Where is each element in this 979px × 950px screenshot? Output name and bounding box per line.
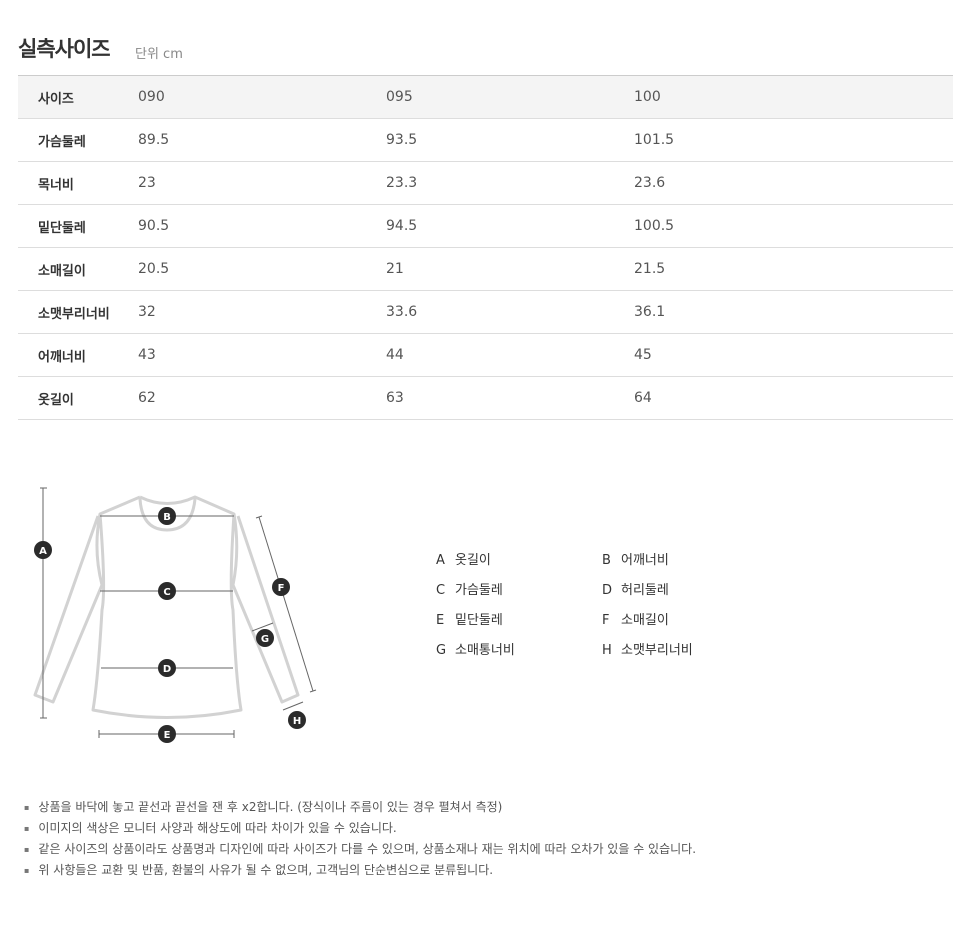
- svg-text:C: C: [163, 587, 170, 598]
- marker-g: G: [256, 629, 274, 647]
- legend-label: 소맷부리너비: [621, 643, 693, 658]
- garment-diagram: A B C D E F G H: [33, 487, 317, 743]
- marker-e: E: [158, 725, 176, 743]
- svg-text:B: B: [163, 512, 171, 523]
- header-size: 090: [138, 89, 165, 105]
- row-value: 100.5: [634, 218, 675, 234]
- svg-text:G: G: [261, 634, 269, 645]
- svg-text:D: D: [163, 664, 171, 675]
- row-value: 62: [138, 390, 156, 406]
- svg-text:A: A: [39, 546, 47, 557]
- note-item: 이미지의 색상은 모니터 사양과 해상도에 따라 차이가 있을 수 있습니다.: [24, 818, 696, 839]
- svg-text:E: E: [164, 730, 171, 741]
- legend-label: 허리둘레: [621, 583, 669, 598]
- marker-f: F: [272, 578, 290, 596]
- legend-item: C 가슴둘레: [436, 579, 503, 598]
- table-header-row: 사이즈 090 095 100: [18, 75, 953, 119]
- legend-label: 어깨너비: [621, 553, 669, 568]
- notes-list: 상품을 바닥에 놓고 끝선과 끝선을 잰 후 x2합니다. (장식이나 주름이 …: [24, 797, 696, 881]
- marker-a: A: [34, 541, 52, 559]
- row-value: 64: [634, 390, 652, 406]
- legend-key: A: [436, 553, 445, 568]
- legend-label: 소매통너비: [455, 643, 515, 658]
- row-value: 20.5: [138, 261, 170, 277]
- header-label: 사이즈: [38, 91, 74, 107]
- row-value: 43: [138, 347, 156, 363]
- row-label: 소매길이: [38, 263, 86, 279]
- row-value: 44: [386, 347, 404, 363]
- note-item: 상품을 바닥에 놓고 끝선과 끝선을 잰 후 x2합니다. (장식이나 주름이 …: [24, 797, 696, 818]
- row-value: 45: [634, 347, 652, 363]
- marker-h: H: [288, 711, 306, 729]
- legend-key: G: [436, 643, 447, 658]
- page-title: 실측사이즈: [18, 37, 111, 61]
- row-label: 어깨너비: [38, 349, 86, 365]
- marker-d: D: [158, 659, 176, 677]
- row-value: 94.5: [386, 218, 418, 234]
- size-table: 사이즈 090 095 100 가슴둘레 89.5 93.5 101.5 목너비 23 23…: [18, 75, 953, 420]
- note-item: 위 사항들은 교환 및 반품, 환불의 사유가 될 수 없으며, 고객님의 단순…: [24, 860, 696, 881]
- legend-item: H 소맷부리너비: [602, 639, 693, 658]
- row-label: 옷길이: [38, 392, 74, 408]
- row-value: 36.1: [634, 304, 666, 320]
- row-value: 63: [386, 390, 404, 406]
- row-value: 21: [386, 261, 404, 277]
- legend-label: 가슴둘레: [455, 583, 503, 598]
- legend-key: E: [436, 613, 445, 628]
- legend-item: F 소매길이: [602, 609, 669, 628]
- row-value: 90.5: [138, 218, 170, 234]
- legend-item: B 어깨너비: [602, 549, 669, 568]
- row-value: 32: [138, 304, 156, 320]
- row-value: 101.5: [634, 132, 675, 148]
- row-label: 소맷부리너비: [38, 306, 110, 322]
- table-row: 소매길이 20.5 21 21.5: [18, 248, 953, 291]
- marker-c: C: [158, 582, 176, 600]
- table-row: 옷길이 62 63 64: [18, 377, 953, 420]
- legend-item: A 옷길이: [436, 549, 491, 568]
- legend-key: B: [602, 553, 611, 568]
- legend-key: D: [602, 583, 613, 598]
- row-value: 33.6: [386, 304, 418, 320]
- legend-label: 밑단둘레: [455, 613, 503, 628]
- row-value: 23.6: [634, 175, 666, 191]
- marker-b: B: [158, 507, 176, 525]
- legend-key: H: [602, 643, 612, 658]
- row-value: 21.5: [634, 261, 666, 277]
- table-row: 밑단둘레 90.5 94.5 100.5: [18, 205, 953, 248]
- legend-item: D 허리둘레: [602, 579, 669, 598]
- row-label: 가슴둘레: [38, 134, 86, 150]
- legend-item: G 소매통너비: [436, 639, 515, 658]
- legend-label: 옷길이: [455, 553, 491, 568]
- header-size: 095: [386, 89, 413, 105]
- svg-text:F: F: [278, 583, 285, 594]
- legend-item: E 밑단둘레: [436, 609, 503, 628]
- legend-label: 소매길이: [621, 613, 669, 628]
- header-size: 100: [634, 89, 661, 105]
- row-label: 목너비: [38, 177, 74, 193]
- row-value: 23.3: [386, 175, 418, 191]
- row-value: 89.5: [138, 132, 170, 148]
- table-row: 가슴둘레 89.5 93.5 101.5: [18, 119, 953, 162]
- measure-lines: [40, 487, 317, 738]
- row-label: 밑단둘레: [38, 220, 86, 236]
- legend-key: C: [436, 583, 446, 598]
- row-value: 93.5: [386, 132, 418, 148]
- table-row: 소맷부리너비 32 33.6 36.1: [18, 291, 953, 334]
- shirt-outline: [33, 495, 300, 719]
- table-row: 목너비 23 23.3 23.6: [18, 162, 953, 205]
- table-row: 어깨너비 43 44 45: [18, 334, 953, 377]
- row-value: 23: [138, 175, 156, 191]
- unit-label: 단위 cm: [135, 47, 183, 62]
- svg-text:H: H: [293, 716, 301, 727]
- note-item: 같은 사이즈의 상품이라도 상품명과 디자인에 따라 사이즈가 다를 수 있으며…: [24, 839, 696, 860]
- legend-key: F: [602, 613, 610, 628]
